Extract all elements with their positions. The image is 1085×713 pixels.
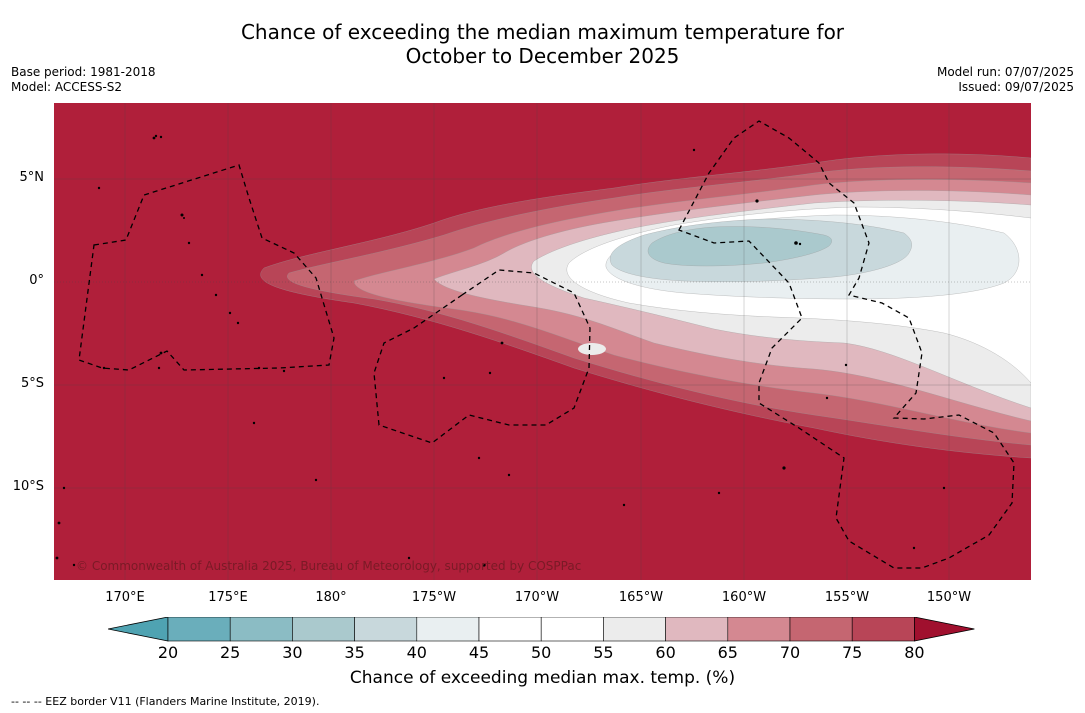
model-name: Model: ACCESS-S2 (11, 80, 123, 94)
map-canvas (54, 103, 1031, 580)
forecast-map (54, 103, 1031, 580)
longitude-tick: 175°E (208, 590, 248, 605)
eez-kiribati-gilbert (78, 164, 335, 371)
colorbar-segment (229, 616, 293, 642)
colorbar-label: 75 (842, 643, 863, 662)
colorbar-label: 35 (344, 643, 365, 662)
islands (55, 134, 946, 567)
run-info: Model run: 07/07/2025 Issued: 09/07/2025 (937, 65, 1074, 95)
base-period: Base period: 1981-2018 (11, 65, 156, 79)
longitude-tick: 180° (315, 590, 347, 605)
colorbar-label: 40 (406, 643, 427, 662)
colorbar-label: 20 (157, 643, 179, 662)
title-line-2: October to December 2025 (405, 44, 680, 68)
copyright-notice: © Commonwealth of Australia 2025, Bureau… (76, 559, 582, 573)
colorbar-label: 30 (282, 643, 303, 662)
latitude-tick: 0° (29, 273, 44, 288)
colorbar-over-arrow (914, 616, 975, 642)
colorbar (107, 616, 978, 647)
longitude-tick: 165°W (618, 590, 664, 605)
colorbar-segment (851, 616, 915, 642)
band-30-35 (647, 226, 832, 267)
colorbar-label: 70 (779, 643, 801, 662)
graticule (54, 103, 1031, 580)
colorbar-label: 45 (468, 643, 490, 662)
colorbar-label: 50 (531, 643, 552, 662)
issued-date: Issued: 09/07/2025 (958, 80, 1074, 94)
colorbar-title: Chance of exceeding median max. temp. (%… (349, 668, 736, 688)
colorbar-label: 55 (593, 643, 614, 662)
title-line-1: Chance of exceeding the median maximum t… (240, 20, 845, 44)
latitude-tick: 10°S (12, 479, 44, 494)
colorbar-label: 65 (717, 643, 738, 662)
colorbar-segment (292, 616, 355, 642)
colorbar-label: 60 (655, 643, 676, 662)
longitude-tick: 160°W (721, 590, 767, 605)
colorbar-under-arrow (107, 616, 169, 642)
colorbar-segment (167, 616, 231, 642)
patch-55-60 (578, 343, 606, 355)
colorbar-label: 80 (904, 643, 925, 662)
eez-kiribati-phoenix (373, 269, 591, 444)
colorbar-label: 25 (220, 643, 241, 662)
colorbar-segment (416, 616, 480, 642)
colorbar-segment (789, 616, 853, 642)
colorbar-graphic (107, 616, 975, 642)
longitude-tick: 170°W (514, 590, 560, 605)
map-title: Chance of exceeding the median maximum t… (0, 20, 1085, 68)
colorbar-segment (354, 616, 418, 642)
longitude-tick: 175°W (411, 590, 457, 605)
colorbar-segment (665, 616, 729, 642)
colorbar-segment (478, 616, 542, 642)
longitude-tick: 170°E (105, 590, 145, 605)
latitude-tick: 5°N (19, 170, 45, 185)
model-info: Base period: 1981-2018 Model: ACCESS-S2 (11, 65, 156, 95)
longitude-tick: 150°W (926, 590, 972, 605)
colorbar-segment (603, 616, 666, 642)
longitude-tick: 155°W (824, 590, 870, 605)
colorbar-segment (727, 616, 791, 642)
model-run-date: Model run: 07/07/2025 (936, 65, 1074, 79)
latitude-tick: 5°S (20, 376, 44, 391)
eez-borders (78, 120, 1015, 569)
colorbar-segment (540, 616, 604, 642)
eez-legend: -- -- -- EEZ border V11 (Flanders Marine… (11, 695, 320, 708)
